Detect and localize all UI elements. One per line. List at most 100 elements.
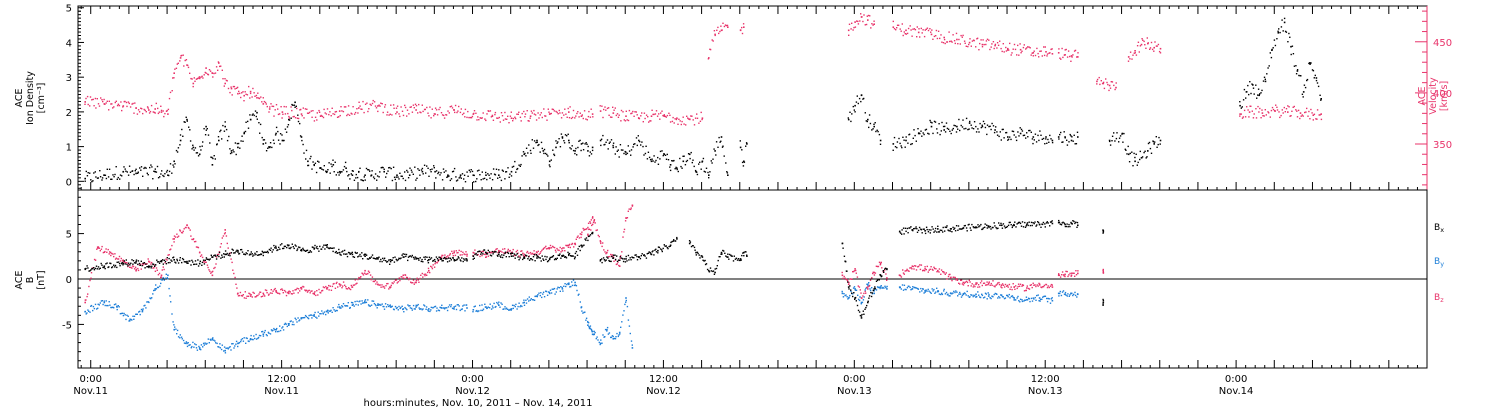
density-point — [516, 168, 518, 171]
Bz-point — [412, 282, 414, 284]
Bz-point — [979, 282, 982, 284]
velocity-point — [1100, 80, 1102, 82]
velocity-point — [848, 34, 850, 36]
Bz-point — [142, 264, 144, 266]
Bz-point — [992, 280, 994, 282]
By-point — [154, 288, 156, 290]
velocity-point — [1001, 50, 1003, 53]
density-point — [489, 177, 491, 179]
Bz-point — [452, 255, 455, 257]
By-point — [914, 287, 917, 289]
By-point — [328, 310, 330, 312]
Bx-point — [899, 232, 902, 234]
Bz-point — [581, 231, 583, 233]
Bx-point — [868, 295, 871, 297]
density-point — [349, 178, 351, 180]
Bx-point — [144, 267, 146, 269]
Bz-point — [551, 245, 554, 248]
Bx-point — [417, 257, 420, 260]
Bz-point — [1075, 274, 1078, 276]
Bx-point — [278, 246, 280, 249]
density-point — [578, 140, 580, 142]
Bz-point — [328, 289, 330, 291]
By-point — [490, 308, 493, 310]
density-point — [1021, 130, 1024, 132]
Bx-point — [187, 262, 189, 264]
Bz-point — [1048, 286, 1050, 289]
density-point — [1320, 99, 1322, 101]
By-point — [315, 316, 317, 318]
Bx-point — [327, 247, 330, 249]
By-point — [266, 334, 268, 337]
By-point — [614, 338, 617, 340]
Bz-point — [619, 257, 621, 260]
density-point — [1273, 39, 1276, 41]
density-point — [650, 160, 653, 163]
density-point — [1075, 143, 1078, 145]
density-point — [86, 175, 89, 177]
density-point — [965, 127, 967, 130]
density-point — [699, 161, 701, 163]
velocity-point — [719, 30, 721, 33]
density-point — [335, 174, 337, 176]
Bx-point — [291, 243, 293, 245]
Bz-point — [598, 235, 600, 238]
density-point — [588, 155, 591, 157]
velocity-point — [395, 107, 398, 109]
Bz-point — [139, 263, 142, 266]
By-point — [230, 349, 232, 351]
density-point — [415, 179, 417, 181]
Bx-point — [998, 222, 1000, 224]
density-point — [636, 144, 638, 147]
Bz-point — [575, 238, 577, 240]
Bx-point — [1075, 221, 1077, 223]
By-point — [861, 301, 864, 304]
density-point — [1038, 139, 1040, 142]
density-point — [541, 147, 543, 150]
velocity-point — [909, 25, 911, 27]
Bx-point — [167, 262, 170, 264]
velocity-point — [149, 110, 152, 113]
Bx-point — [1034, 221, 1036, 223]
Bz-point — [951, 279, 953, 282]
density-point — [986, 124, 989, 126]
velocity-point — [1028, 46, 1030, 48]
density-point — [1287, 41, 1289, 43]
Bz-point — [1050, 283, 1053, 286]
density-point — [648, 156, 651, 159]
velocity-point — [319, 115, 322, 117]
density-point — [1152, 141, 1155, 143]
By-point — [358, 300, 360, 303]
Bx-point — [1012, 225, 1014, 227]
By-point — [85, 313, 87, 315]
By-point — [853, 286, 856, 288]
Bx-point — [532, 256, 535, 258]
velocity-point — [363, 111, 365, 114]
Bz-point — [1068, 274, 1070, 276]
velocity-point — [692, 119, 694, 121]
velocity-point — [388, 114, 390, 116]
density-point — [934, 121, 937, 123]
density-point — [560, 133, 563, 135]
density-point — [473, 174, 475, 177]
By-point — [176, 333, 178, 335]
Bx-point — [695, 251, 697, 254]
Bx-point — [494, 251, 496, 253]
By-point — [129, 318, 131, 320]
velocity-point — [577, 111, 579, 113]
velocity-point — [366, 102, 368, 104]
By-point — [964, 292, 966, 295]
By-point — [284, 322, 287, 325]
velocity-point — [451, 107, 454, 109]
Bz-point — [363, 272, 366, 274]
density-point — [1239, 101, 1241, 103]
Bz-point — [938, 268, 941, 270]
velocity-point — [956, 38, 958, 41]
Bx-point — [917, 229, 920, 232]
Bz-point — [856, 276, 859, 278]
Bz-point — [185, 226, 187, 229]
Bz-point — [374, 279, 377, 282]
Bx-point — [911, 229, 914, 231]
velocity-point — [1005, 46, 1007, 49]
velocity-point — [266, 105, 268, 108]
